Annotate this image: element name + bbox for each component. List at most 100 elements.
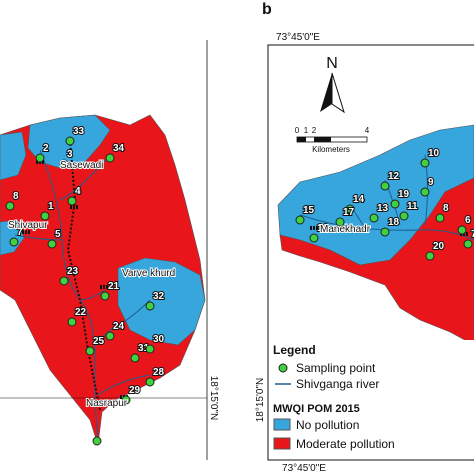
road	[66, 139, 101, 411]
legend-label: Shivganga river	[296, 377, 379, 391]
place-name: Sasewadi	[60, 160, 103, 171]
sampling-point-label: 1	[48, 201, 54, 212]
sampling-point-label: 17	[343, 207, 355, 218]
settlement	[106, 285, 108, 289]
legend-subtitle: MWQI POM 2015	[273, 403, 360, 415]
no-pollution-area	[0, 131, 27, 181]
legend-label: No pollution	[296, 418, 359, 432]
sampling-point-label: 18	[388, 217, 400, 228]
north-arrow	[331, 72, 345, 114]
sampling-point	[100, 291, 110, 301]
sampling-point	[65, 136, 75, 146]
settlement	[310, 226, 312, 230]
sampling-point	[105, 331, 115, 341]
sampling-point	[420, 158, 430, 168]
panel-label: b	[262, 1, 272, 18]
sampling-point	[59, 159, 69, 169]
scale-tick-label: 0	[295, 126, 300, 135]
settlement	[22, 230, 24, 234]
map-frame	[267, 44, 474, 461]
sampling-point-label: 6	[465, 215, 471, 226]
sampling-point	[380, 181, 390, 191]
sampling-point	[35, 153, 45, 163]
legend-box	[269, 340, 474, 459]
sampling-point	[380, 227, 390, 237]
sampling-point-label: 13	[377, 203, 389, 214]
scale-bar	[296, 136, 368, 143]
place-name: Shivapur	[8, 220, 48, 231]
sampling-point-label: 21	[108, 281, 120, 292]
sampling-point	[369, 213, 379, 223]
sampling-point	[145, 344, 155, 354]
settlement	[120, 395, 122, 399]
scale-tick-label: 1	[304, 126, 309, 135]
sampling-point	[425, 251, 435, 261]
sampling-point	[5, 201, 15, 211]
sampling-point	[435, 213, 445, 223]
sampling-point-label: 19	[398, 189, 410, 200]
sampling-point-label: 32	[153, 291, 165, 302]
sampling-point	[92, 436, 102, 446]
settlement	[42, 160, 44, 164]
sampling-point	[121, 395, 131, 405]
sampling-point	[9, 237, 19, 247]
north-label: N	[326, 55, 338, 72]
sampling-point	[130, 353, 140, 363]
sampling-point	[457, 225, 467, 235]
place-name: Manekhadr	[320, 224, 371, 235]
scale-unit: Kilometers	[312, 145, 350, 154]
sampling-point	[67, 196, 77, 206]
sampling-point-label: 8	[13, 191, 19, 202]
sampling-point-label: 34	[113, 143, 125, 154]
legend-label: Sampling point	[296, 361, 376, 375]
north-arrow	[320, 73, 332, 112]
sampling-point-label: 25	[93, 336, 105, 347]
legend-title: Legend	[273, 343, 316, 357]
sampling-point-label: 5	[55, 229, 61, 240]
sampling-point	[85, 346, 95, 356]
settlement	[25, 230, 27, 234]
place-name: Nasrapur	[86, 398, 128, 409]
settlement	[73, 205, 75, 209]
no-pollution-area	[0, 219, 25, 256]
sampling-point-label: 15	[303, 205, 315, 216]
scale-tick-label: 2	[312, 126, 317, 135]
sampling-point-label: 22	[75, 307, 87, 318]
sampling-point-label: 3	[67, 149, 73, 160]
legend-swatch	[273, 437, 291, 450]
sampling-point-label: 7	[471, 229, 474, 240]
sampling-point	[390, 199, 400, 209]
legend-symbol	[278, 363, 288, 373]
latitude-label: 18°15'0"N	[255, 378, 266, 423]
sampling-point-label: 14	[353, 194, 365, 205]
sampling-point-label: 11	[407, 201, 418, 212]
sampling-point-label: 7	[17, 227, 23, 238]
sampling-point	[105, 153, 115, 163]
sampling-point-label: 4	[75, 186, 81, 197]
sampling-point-label: 29	[129, 385, 141, 396]
sampling-point	[145, 301, 155, 311]
sampling-point-label: 12	[388, 171, 400, 182]
sampling-point-label: 2	[43, 143, 49, 154]
sampling-point-label: 9	[428, 177, 434, 188]
sampling-point	[399, 211, 409, 221]
settlement	[36, 160, 38, 164]
legend-swatch	[273, 418, 291, 431]
settlement	[316, 226, 318, 230]
sampling-point-label: 24	[113, 321, 125, 332]
sampling-point	[295, 215, 305, 225]
sampling-point-label: 28	[153, 367, 165, 378]
sampling-point	[40, 211, 50, 221]
settlement	[76, 205, 78, 209]
sampling-point	[345, 204, 355, 214]
sampling-point-label: 23	[67, 266, 79, 277]
latitude-label: 18°15'0"N	[208, 376, 219, 421]
no-pollution-area	[117, 257, 206, 346]
settlement	[70, 205, 72, 209]
legend-label: Moderate pollution	[296, 437, 395, 451]
sampling-point	[309, 233, 319, 243]
settlement	[100, 285, 102, 289]
sampling-point-label: 20	[433, 241, 445, 252]
settlement	[103, 285, 105, 289]
